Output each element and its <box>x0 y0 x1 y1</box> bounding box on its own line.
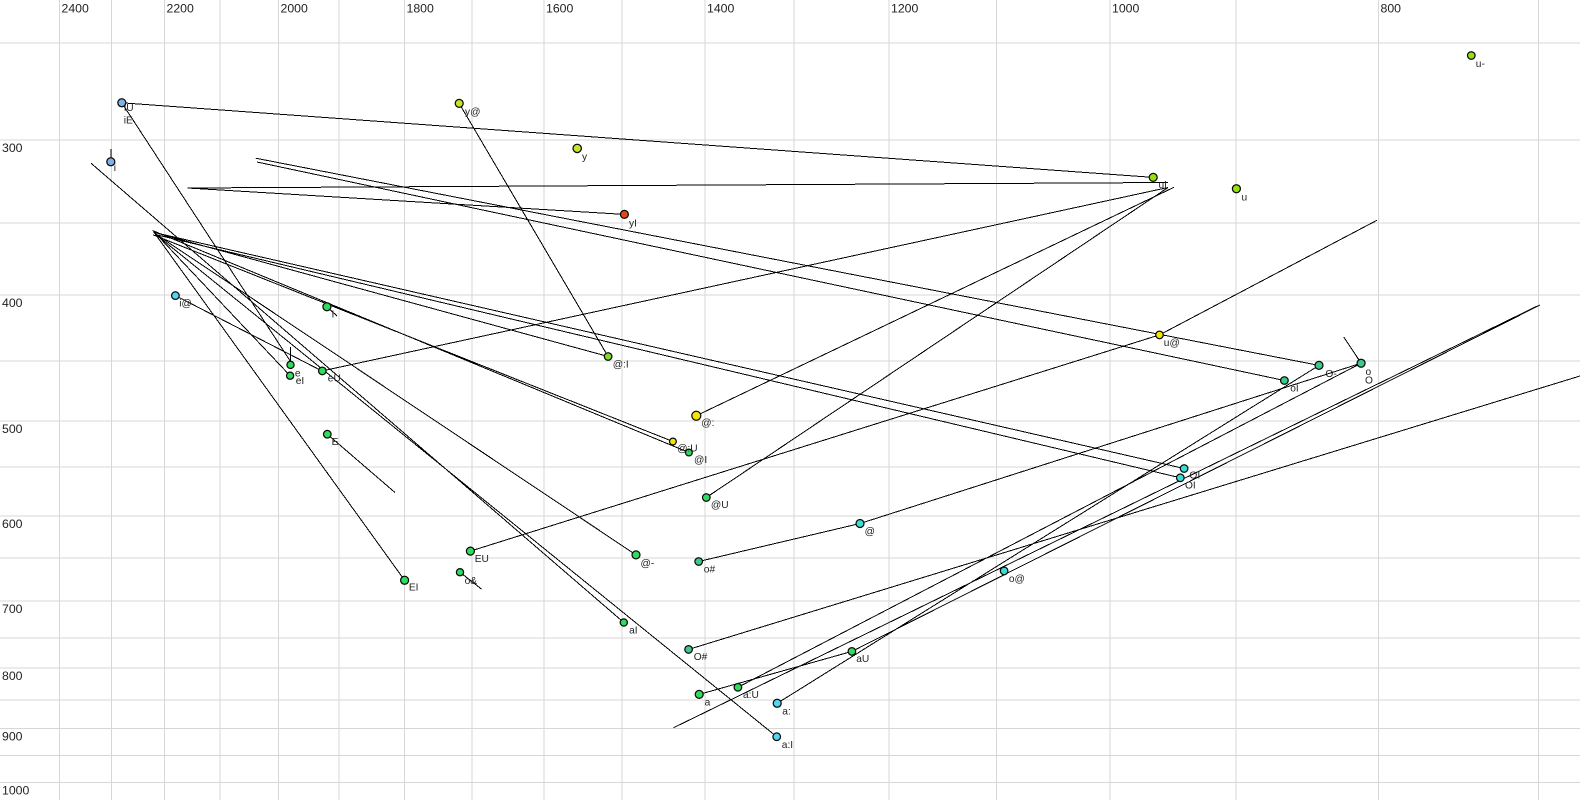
svg-text:y: y <box>582 152 588 163</box>
svg-text:300: 300 <box>2 141 23 155</box>
svg-text:1800: 1800 <box>407 2 435 16</box>
svg-text:OI: OI <box>1185 480 1196 491</box>
svg-text:800: 800 <box>1381 2 1402 16</box>
svg-text:o: o <box>1366 367 1372 378</box>
svg-text:y@: y@ <box>465 107 480 118</box>
svg-text:800: 800 <box>2 669 23 683</box>
svg-text:I: I <box>332 310 335 321</box>
svg-text:700: 700 <box>2 602 23 616</box>
svg-text:O-: O- <box>1325 369 1336 380</box>
svg-text:1200: 1200 <box>891 2 919 16</box>
svg-text:O#: O# <box>694 652 708 663</box>
svg-text:@:: @: <box>701 418 714 429</box>
svg-text:400: 400 <box>2 296 23 310</box>
svg-text:i@: i@ <box>179 298 192 309</box>
svg-text:o@: o@ <box>1009 574 1025 585</box>
svg-text:EU: EU <box>475 554 489 565</box>
svg-text:@:I: @:I <box>613 360 629 371</box>
svg-text:900: 900 <box>2 730 23 744</box>
svg-text:eI: eI <box>296 376 305 387</box>
svg-text:a:U: a:U <box>743 690 759 701</box>
svg-text:@:U: @:U <box>677 443 698 454</box>
svg-text:uI: uI <box>1159 180 1168 191</box>
svg-text:@-: @- <box>641 558 655 569</box>
svg-text:E: E <box>332 437 339 448</box>
svg-text:a:: a: <box>782 706 791 717</box>
svg-text:1600: 1600 <box>546 2 574 16</box>
svg-text:a:I: a:I <box>782 740 793 751</box>
svg-text:1000: 1000 <box>1112 2 1140 16</box>
svg-text:u-: u- <box>1476 59 1485 70</box>
svg-text:500: 500 <box>2 422 23 436</box>
svg-text:o&: o& <box>465 576 478 587</box>
svg-text:u@: u@ <box>1164 338 1180 349</box>
svg-text:a: a <box>705 698 711 709</box>
svg-text:u: u <box>1242 193 1248 204</box>
svg-text:1400: 1400 <box>707 2 735 16</box>
svg-text:iE: iE <box>124 115 133 126</box>
svg-text:iU: iU <box>124 103 134 114</box>
svg-text:2200: 2200 <box>167 2 195 16</box>
svg-text:@U: @U <box>711 500 729 511</box>
svg-text:yI: yI <box>629 218 637 229</box>
svg-text:aU: aU <box>856 654 869 665</box>
svg-text:EI: EI <box>409 582 419 593</box>
svg-text:2400: 2400 <box>62 2 90 16</box>
svg-text:O: O <box>1365 376 1373 387</box>
svg-text:e: e <box>295 368 301 379</box>
svg-text:@: @ <box>865 527 875 538</box>
svg-text:oI: oI <box>1290 384 1299 395</box>
svg-text:aI: aI <box>629 625 638 636</box>
svg-text:2000: 2000 <box>281 2 309 16</box>
svg-text:600: 600 <box>2 517 23 531</box>
svg-text:eU: eU <box>328 374 341 385</box>
svg-text:@I: @I <box>694 455 707 466</box>
svg-text:o#: o# <box>704 565 716 576</box>
svg-text:1000: 1000 <box>2 783 30 797</box>
svg-text:OI: OI <box>1189 471 1200 482</box>
svg-text:i: i <box>114 163 116 174</box>
